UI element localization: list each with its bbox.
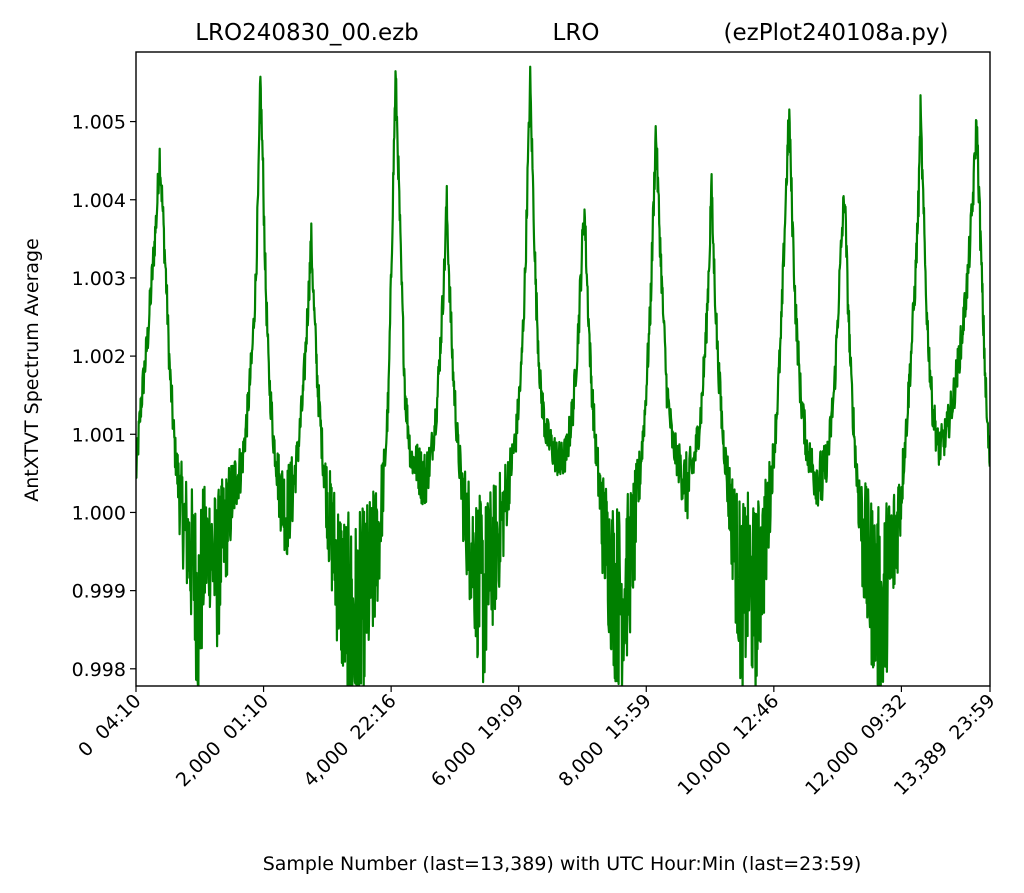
chart-title-station: LRO [553, 20, 600, 46]
series-line [136, 65, 990, 686]
y-tick-label: 1.001 [72, 424, 126, 446]
chart-title-filename: LRO240830_00.ezb [195, 20, 419, 46]
y-tick-label: 1.000 [72, 502, 126, 524]
y-tick-label: 1.003 [72, 268, 126, 290]
y-tick-label: 0.999 [72, 581, 126, 603]
x-axis-label: Sample Number (last=13,389) with UTC Hou… [263, 853, 862, 875]
x-tick-label: 10,000 12:46 [674, 690, 784, 800]
y-tick-label: 0.998 [72, 659, 126, 681]
plot-area [136, 65, 990, 686]
x-tick-label: 2,000 01:10 [172, 690, 273, 791]
y-axis: 0.998 0.999 1.000 1.001 1.002 1.003 1.004 1.005 [72, 112, 136, 681]
x-tick-label: 8,000 15:59 [555, 690, 656, 791]
y-tick-label: 1.005 [72, 112, 126, 134]
y-tick-label: 1.004 [72, 190, 126, 212]
chart-title-script: (ezPlot240108a.py) [724, 20, 949, 46]
x-axis: 0 04:10 2,000 01:10 4,000 22:16 6,000 19:09… [74, 686, 1000, 800]
plot-frame [135, 51, 991, 687]
y-axis-label: AntXTVT Spectrum Average [21, 238, 43, 502]
x-tick-label: 0 04:10 [74, 690, 145, 761]
x-tick-label: 6,000 19:09 [427, 690, 528, 791]
x-tick-label: 4,000 22:16 [299, 690, 400, 791]
y-tick-label: 1.002 [72, 346, 126, 368]
